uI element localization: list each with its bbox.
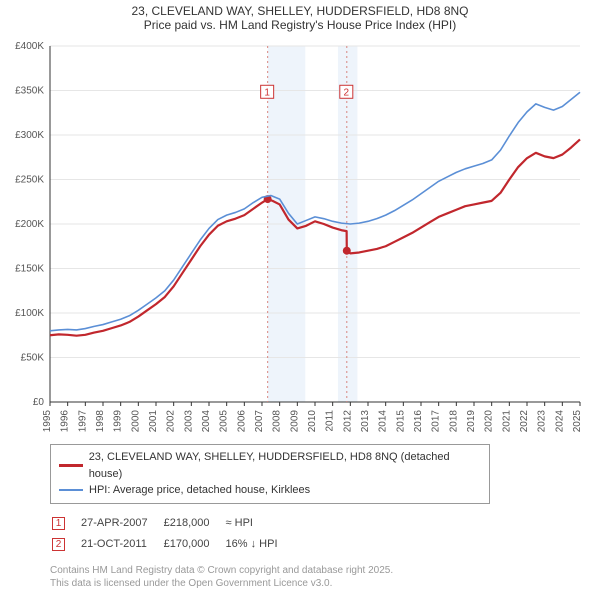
svg-text:1: 1 bbox=[264, 87, 270, 98]
svg-text:2009: 2009 bbox=[289, 410, 300, 433]
svg-text:2008: 2008 bbox=[272, 410, 283, 433]
svg-text:1998: 1998 bbox=[95, 410, 106, 433]
svg-text:2: 2 bbox=[344, 87, 350, 98]
svg-text:£250K: £250K bbox=[15, 175, 44, 186]
svg-text:£150K: £150K bbox=[15, 264, 44, 275]
svg-text:2001: 2001 bbox=[148, 410, 159, 433]
transaction-date: 21-OCT-2011 bbox=[81, 535, 162, 554]
svg-text:2013: 2013 bbox=[360, 410, 371, 433]
svg-text:£400K: £400K bbox=[15, 41, 44, 52]
transaction-date: 27-APR-2007 bbox=[81, 514, 162, 533]
legend-box: 23, CLEVELAND WAY, SHELLEY, HUDDERSFIELD… bbox=[50, 444, 490, 504]
svg-text:2004: 2004 bbox=[201, 410, 212, 433]
transaction-delta: 16% ↓ HPI bbox=[226, 535, 292, 554]
svg-text:2020: 2020 bbox=[484, 410, 495, 433]
legend-label: 23, CLEVELAND WAY, SHELLEY, HUDDERSFIELD… bbox=[89, 449, 481, 482]
svg-text:2000: 2000 bbox=[130, 410, 141, 433]
svg-text:2016: 2016 bbox=[413, 410, 424, 433]
svg-text:2023: 2023 bbox=[537, 410, 548, 433]
svg-text:2005: 2005 bbox=[219, 410, 230, 433]
transaction-price: £170,000 bbox=[164, 535, 224, 554]
svg-text:2012: 2012 bbox=[342, 410, 353, 433]
price-chart: £0 £50K £100K £150K £200K £250K £300K £350K £400… bbox=[0, 38, 600, 438]
transaction-row: 1 27-APR-2007£218,000≈ HPI bbox=[52, 514, 292, 533]
svg-text:£50K: £50K bbox=[21, 353, 45, 364]
transaction-price: £218,000 bbox=[164, 514, 224, 533]
legend-label: HPI: Average price, detached house, Kirk… bbox=[89, 482, 310, 499]
svg-text:2003: 2003 bbox=[183, 410, 194, 433]
svg-text:2007: 2007 bbox=[254, 410, 265, 433]
svg-text:2021: 2021 bbox=[501, 410, 512, 433]
svg-text:£100K: £100K bbox=[15, 308, 44, 319]
chart-title-line1: 23, CLEVELAND WAY, SHELLEY, HUDDERSFIELD… bbox=[0, 0, 600, 18]
svg-text:2022: 2022 bbox=[519, 410, 530, 433]
svg-text:2010: 2010 bbox=[307, 410, 318, 433]
svg-text:1996: 1996 bbox=[60, 410, 71, 433]
svg-text:2002: 2002 bbox=[166, 410, 177, 433]
transaction-marker: 2 bbox=[52, 538, 65, 551]
svg-text:1999: 1999 bbox=[113, 410, 124, 433]
svg-text:£350K: £350K bbox=[15, 86, 44, 97]
legend-swatch bbox=[59, 464, 83, 466]
legend-row: 23, CLEVELAND WAY, SHELLEY, HUDDERSFIELD… bbox=[59, 449, 481, 482]
transaction-delta: ≈ HPI bbox=[226, 514, 292, 533]
chart-container: £0 £50K £100K £150K £200K £250K £300K £350K £400… bbox=[0, 38, 600, 438]
svg-text:1997: 1997 bbox=[77, 410, 88, 433]
legend-row: HPI: Average price, detached house, Kirk… bbox=[59, 482, 481, 499]
svg-text:2011: 2011 bbox=[325, 410, 336, 432]
svg-text:2019: 2019 bbox=[466, 410, 477, 433]
transactions-table: 1 27-APR-2007£218,000≈ HPI 2 21-OCT-2011£17… bbox=[50, 512, 294, 556]
svg-text:2018: 2018 bbox=[448, 410, 459, 433]
transaction-row: 2 21-OCT-2011£170,00016% ↓ HPI bbox=[52, 535, 292, 554]
svg-text:£200K: £200K bbox=[15, 219, 44, 230]
svg-text:£300K: £300K bbox=[15, 130, 44, 141]
svg-text:2025: 2025 bbox=[572, 410, 583, 433]
svg-text:1995: 1995 bbox=[42, 410, 53, 433]
svg-text:2017: 2017 bbox=[431, 410, 442, 433]
footnote-line1: Contains HM Land Registry data © Crown c… bbox=[50, 565, 393, 576]
svg-text:2015: 2015 bbox=[395, 410, 406, 433]
svg-text:2024: 2024 bbox=[554, 410, 565, 433]
footnote: Contains HM Land Registry data © Crown c… bbox=[50, 564, 600, 590]
footnote-line2: This data is licensed under the Open Gov… bbox=[50, 578, 332, 589]
svg-text:2014: 2014 bbox=[378, 410, 389, 433]
chart-title-line2: Price paid vs. HM Land Registry's House … bbox=[0, 18, 600, 38]
transaction-marker: 1 bbox=[52, 517, 65, 530]
legend-swatch bbox=[59, 489, 83, 491]
svg-text:2006: 2006 bbox=[236, 410, 247, 433]
svg-text:£0: £0 bbox=[33, 397, 45, 408]
